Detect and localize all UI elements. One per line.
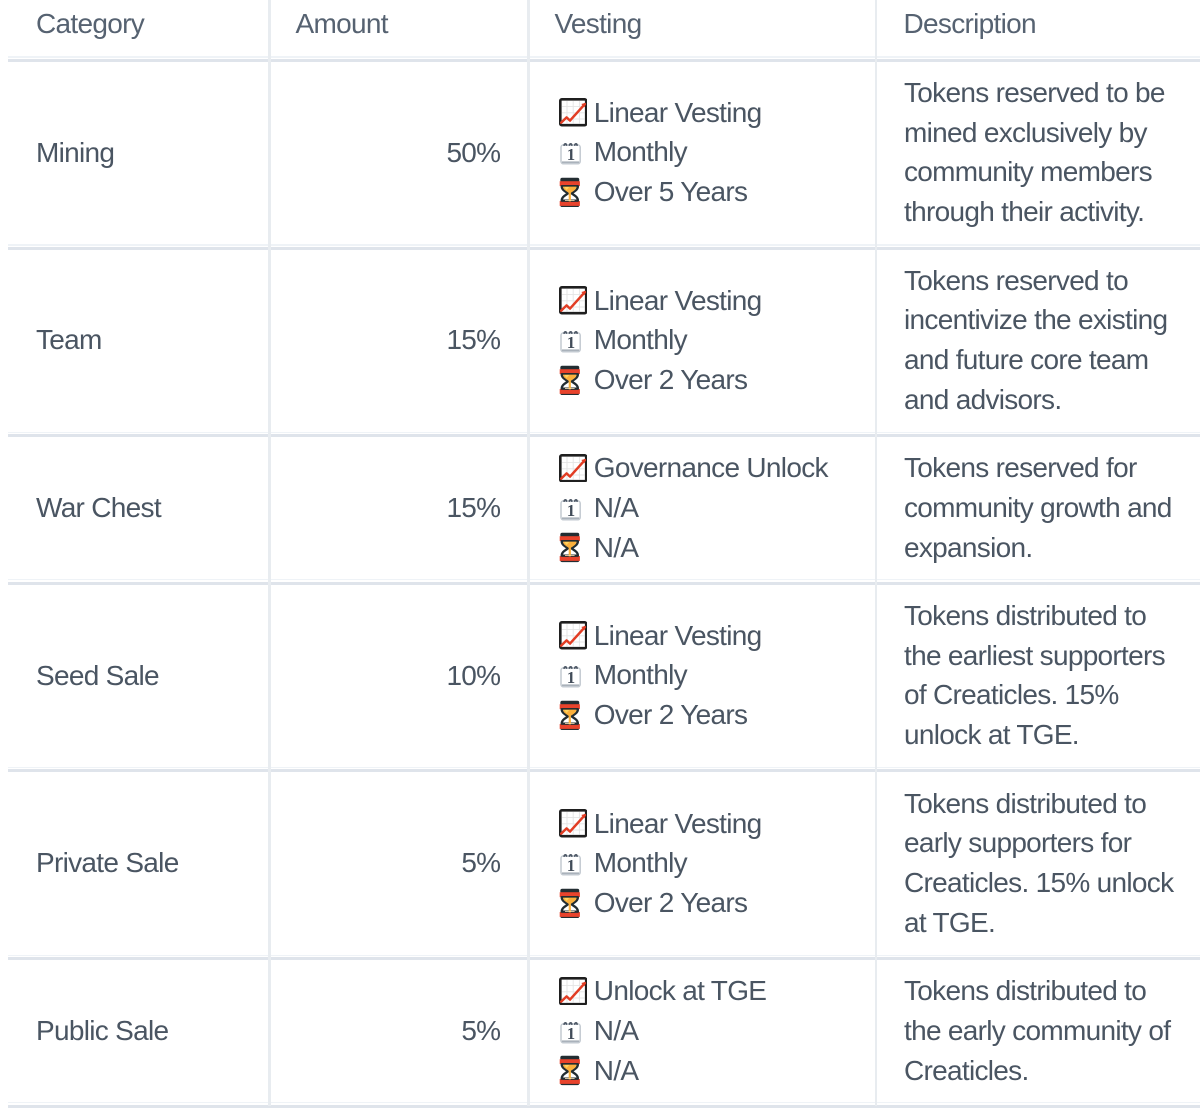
svg-text:1: 1 (566, 501, 574, 520)
svg-text:1: 1 (566, 668, 574, 687)
svg-text:1: 1 (566, 145, 574, 164)
svg-text:1: 1 (566, 333, 574, 352)
svg-text:1: 1 (566, 856, 574, 875)
svg-text:1: 1 (566, 1024, 574, 1043)
